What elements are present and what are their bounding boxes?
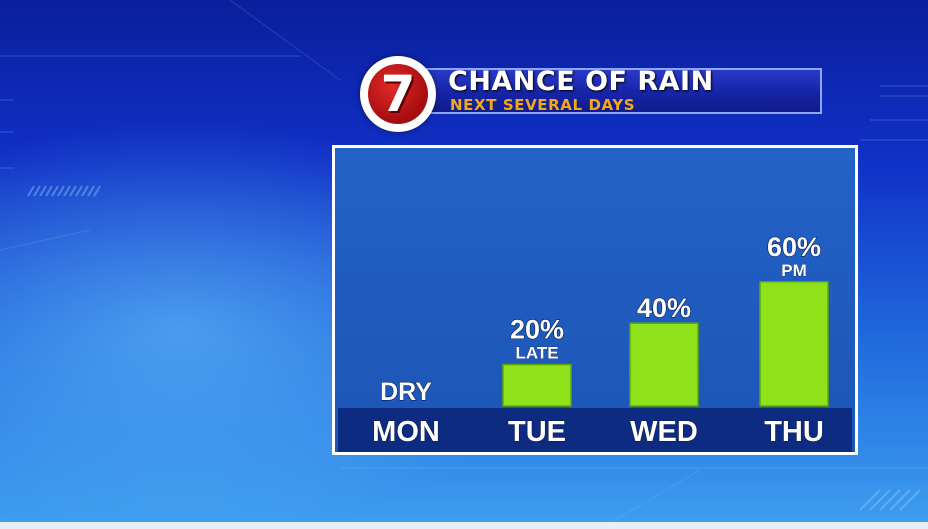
day-label-strip: [338, 408, 852, 452]
channel-logo: 7: [360, 56, 436, 132]
logo-red-disc: 7: [368, 64, 428, 124]
bar-thu: [759, 281, 829, 407]
category-label-thu: THU: [764, 416, 824, 448]
chart-subtitle: NEXT SEVERAL DAYS: [450, 96, 636, 114]
category-label-tue: TUE: [508, 416, 566, 448]
title-banner: [418, 68, 822, 114]
value-label-wed: 40%: [637, 293, 691, 323]
value-label-thu: 60%: [767, 232, 821, 262]
chart-title: CHANCE OF RAIN: [448, 66, 714, 97]
chart-panel: DRY MON LATE 20% TUE 40% WED PM 60% THU: [332, 145, 858, 455]
category-label-wed: WED: [630, 416, 698, 448]
bottom-strip: [0, 522, 928, 529]
note-tue: LATE: [515, 344, 558, 363]
bar-tue: [502, 363, 572, 407]
bar-wed: [629, 322, 699, 407]
value-label-tue: 20%: [510, 315, 564, 345]
logo-number: 7: [380, 65, 416, 123]
value-label-mon: DRY: [380, 378, 432, 406]
category-label-mon: MON: [372, 416, 440, 448]
note-thu: PM: [781, 261, 807, 280]
